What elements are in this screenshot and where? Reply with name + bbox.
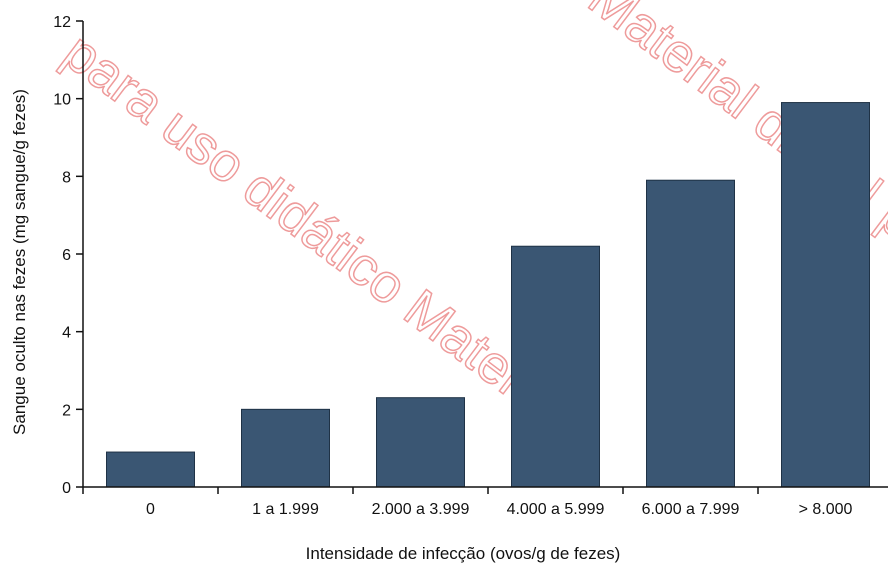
x-tick-label: 4.000 a 5.999 (507, 501, 605, 518)
bars-group (106, 102, 870, 488)
y-tick-label: 10 (53, 92, 71, 109)
x-axis-label: Intensidade de infecção (ovos/g de fezes… (306, 544, 621, 563)
x-tick-label: 1 a 1.999 (252, 501, 319, 518)
y-tick-label: 6 (62, 247, 71, 264)
bar (376, 397, 465, 488)
bar (646, 179, 735, 488)
y-tick-label: 2 (62, 402, 71, 419)
x-tick-label: > 8.000 (799, 501, 853, 518)
y-tick-label: 8 (62, 169, 71, 186)
bar (511, 245, 600, 488)
y-ticks-group: 0 2 4 6 8 10 12 (53, 14, 83, 497)
x-tick-label: 0 (146, 501, 155, 518)
x-tick-label: 6.000 a 7.999 (642, 501, 740, 518)
x-ticks-group: 0 1 a 1.999 2.000 a 3.999 4.000 a 5.999 6.00… (82, 487, 853, 518)
y-axis-label: Sangue oculto nas fezes (mg sangue/g fez… (10, 89, 29, 435)
watermark-layer: para uso didático Material Material digi… (52, 0, 888, 442)
y-tick-label: 0 (62, 480, 71, 497)
bar (106, 451, 195, 488)
bar (241, 408, 330, 488)
x-tick-label: 2.000 a 3.999 (372, 501, 470, 518)
watermark-text-1: para uso didático Material (53, 22, 583, 442)
bar (781, 102, 870, 488)
y-tick-label: 4 (62, 325, 71, 342)
y-tick-label: 12 (53, 14, 71, 31)
